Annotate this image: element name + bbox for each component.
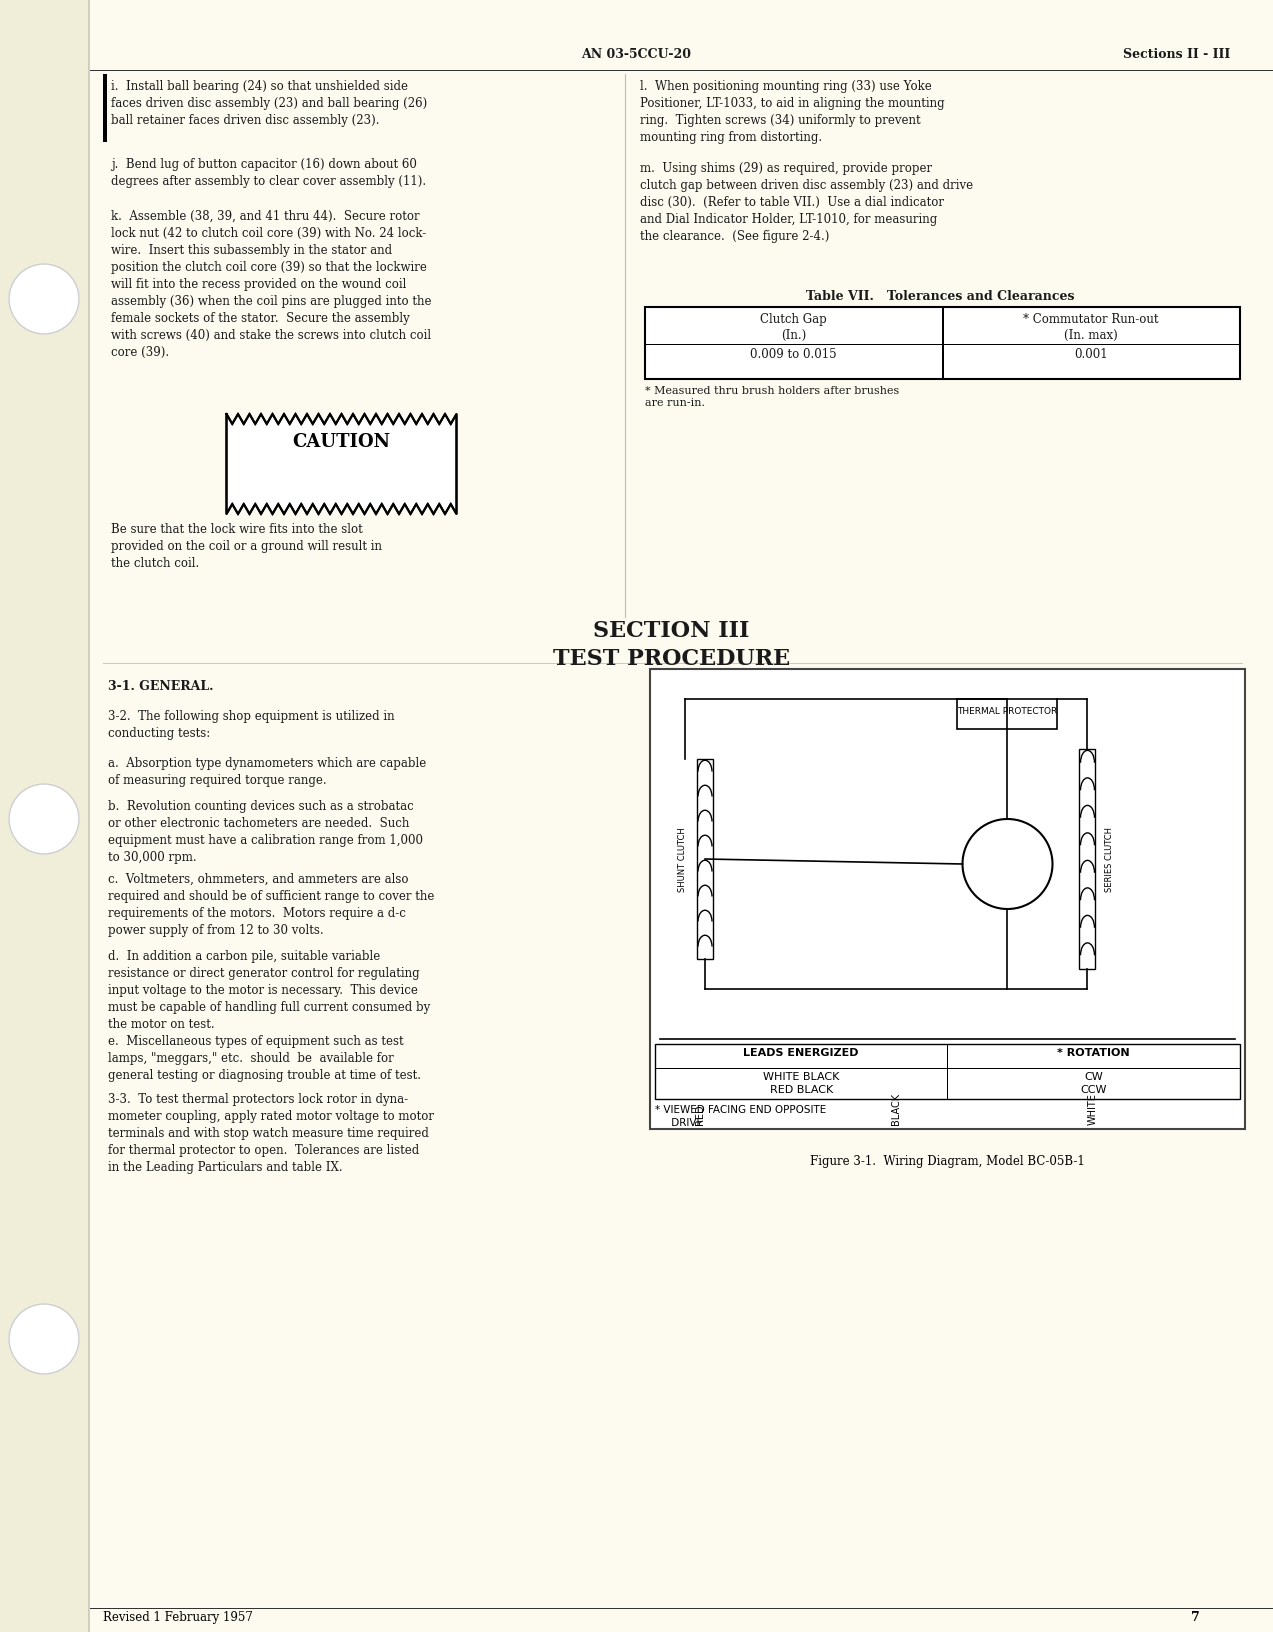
Text: RED: RED [695, 1103, 705, 1124]
Text: CW: CW [1085, 1071, 1104, 1082]
Bar [88, 0, 90, 1632]
Text: m.  Using shims (29) as required, provide proper
clutch gap between driven disc : m. Using shims (29) as required, provide… [640, 162, 973, 243]
Text: k.  Assemble (38, 39, and 41 thru 44).  Secure rotor
lock nut (42 to clutch coil: k. Assemble (38, 39, and 41 thru 44). Se… [111, 211, 432, 359]
Text: 0.009 to 0.015: 0.009 to 0.015 [751, 348, 838, 361]
Text: 7: 7 [1192, 1611, 1200, 1624]
Bar [651, 669, 1245, 1129]
Text: BLACK: BLACK [891, 1092, 901, 1124]
Text: * Measured thru brush holders after brushes
are run-in.: * Measured thru brush holders after brus… [645, 385, 899, 408]
Text: LEADS ENERGIZED: LEADS ENERGIZED [743, 1048, 859, 1058]
Polygon shape [227, 415, 457, 514]
Text: Figure 3-1.  Wiring Diagram, Model BC-05B-1: Figure 3-1. Wiring Diagram, Model BC-05B… [810, 1154, 1085, 1167]
Text: l.  When positioning mounting ring (33) use Yoke
Positioner, LT-1033, to aid in : l. When positioning mounting ring (33) u… [640, 80, 945, 144]
Text: * VIEWED FACING END OPPOSITE
     DRIVE: * VIEWED FACING END OPPOSITE DRIVE [656, 1105, 826, 1128]
Text: 0.001: 0.001 [1074, 348, 1108, 361]
Text: TEST PROCEDURE: TEST PROCEDURE [552, 648, 791, 669]
Text: Sections II - III: Sections II - III [1123, 49, 1230, 62]
Text: Table VII.   Tolerances and Clearances: Table VII. Tolerances and Clearances [806, 290, 1074, 304]
Bar [656, 1044, 1240, 1100]
Text: 3-3.  To test thermal protectors lock rotor in dyna-
mometer coupling, apply rat: 3-3. To test thermal protectors lock rot… [108, 1092, 434, 1173]
Text: b.  Revolution counting devices such as a strobatac
or other electronic tachomet: b. Revolution counting devices such as a… [108, 800, 423, 863]
Text: j.  Bend lug of button capacitor (16) down about 60
degrees after assembly to cl: j. Bend lug of button capacitor (16) dow… [111, 158, 426, 188]
Text: d.  In addition a carbon pile, suitable variable
resistance or direct generator : d. In addition a carbon pile, suitable v… [108, 950, 430, 1030]
Bar [103, 75, 107, 144]
Text: AN 03-5CCU-20: AN 03-5CCU-20 [580, 49, 691, 62]
Text: e.  Miscellaneous types of equipment such as test
lamps, "meggars," etc.  should: e. Miscellaneous types of equipment such… [108, 1035, 421, 1082]
Text: CCW: CCW [1081, 1084, 1108, 1095]
Text: 3-2.  The following shop equipment is utilized in
conducting tests:: 3-2. The following shop equipment is uti… [108, 710, 395, 739]
Bar [698, 759, 713, 960]
Text: Revised 1 February 1957: Revised 1 February 1957 [103, 1611, 253, 1624]
Text: THERMAL PROTECTOR: THERMAL PROTECTOR [957, 707, 1058, 716]
Text: CAUTION: CAUTION [293, 432, 391, 450]
Text: c.  Voltmeters, ohmmeters, and ammeters are also
required and should be of suffi: c. Voltmeters, ohmmeters, and ammeters a… [108, 873, 434, 937]
Text: 3-1. GENERAL.: 3-1. GENERAL. [108, 679, 214, 692]
Circle shape [9, 1304, 79, 1374]
Text: RED BLACK: RED BLACK [770, 1084, 833, 1095]
Text: a.  Absorption type dynamometers which are capable
of measuring required torque : a. Absorption type dynamometers which ar… [108, 757, 426, 787]
Text: Be sure that the lock wire fits into the slot
provided on the coil or a ground w: Be sure that the lock wire fits into the… [111, 522, 382, 570]
Bar [0, 0, 90, 1632]
Text: SHUNT CLUTCH: SHUNT CLUTCH [679, 827, 687, 891]
Text: WHITE: WHITE [1087, 1092, 1097, 1124]
Text: SECTION III: SECTION III [593, 620, 750, 641]
Circle shape [9, 264, 79, 335]
Circle shape [962, 819, 1053, 909]
Bar [942, 308, 945, 380]
Text: i.  Install ball bearing (24) so that unshielded side
faces driven disc assembly: i. Install ball bearing (24) so that uns… [111, 80, 428, 127]
Bar [1080, 749, 1096, 969]
Text: * Commutator Run-out
(In. max): * Commutator Run-out (In. max) [1023, 313, 1158, 341]
Bar [957, 700, 1058, 730]
Text: Clutch Gap
(In.): Clutch Gap (In.) [760, 313, 827, 341]
Text: WHITE BLACK: WHITE BLACK [763, 1071, 839, 1082]
Bar [645, 308, 1240, 380]
Text: * ROTATION: * ROTATION [1058, 1048, 1130, 1058]
Circle shape [9, 785, 79, 855]
Text: SERIES CLUTCH: SERIES CLUTCH [1105, 827, 1114, 893]
